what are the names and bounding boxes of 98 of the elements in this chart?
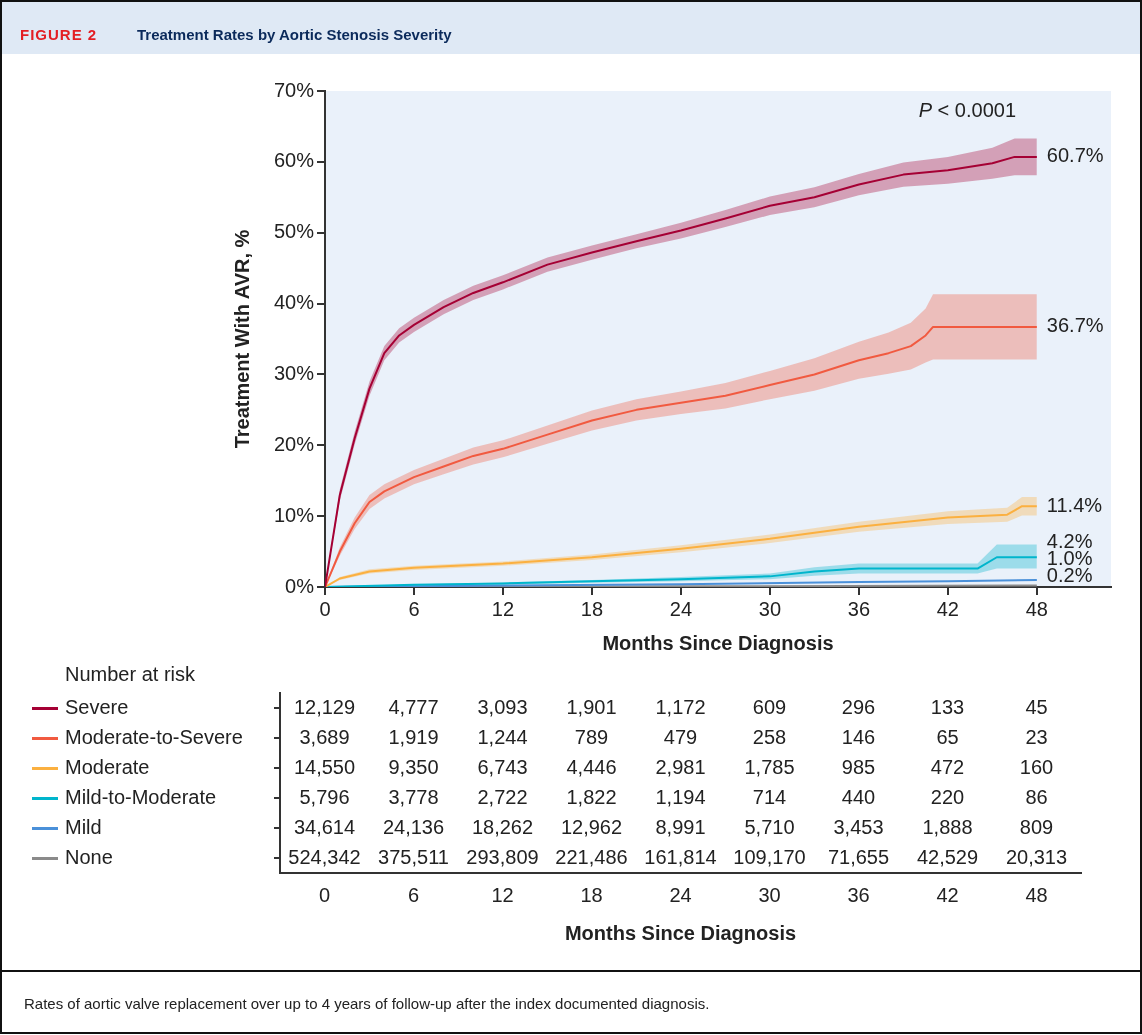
data-label: 4,777 <box>388 695 439 718</box>
data-label: 146 <box>841 725 876 748</box>
data-label: 34,614 <box>293 815 356 838</box>
chart-title: Number at risk <box>65 662 197 685</box>
annotation: P < 0.0001 <box>918 98 1016 121</box>
x-tick-label: 30 <box>758 883 781 906</box>
x-tick-label: 36 <box>847 883 870 906</box>
data-label: 5,796 <box>299 785 350 808</box>
data-label: 12,962 <box>560 815 623 838</box>
data-label: 524,342 <box>288 845 361 868</box>
data-label: 3,689 <box>299 725 350 748</box>
data-label: 789 <box>574 725 609 748</box>
x-tick-label: 42 <box>936 597 959 620</box>
data-label: 24,136 <box>382 815 445 838</box>
y-tick-label: Mild <box>65 815 102 838</box>
data-label: 1,888 <box>922 815 973 838</box>
data-label: 161,814 <box>644 845 717 868</box>
y-tick-label: Moderate <box>65 755 150 778</box>
x-tick-label: 6 <box>408 597 420 620</box>
data-label: 133 <box>930 695 965 718</box>
data-label: 1,172 <box>655 695 706 718</box>
data-label: 3,453 <box>833 815 884 838</box>
data-label: 1,919 <box>388 725 439 748</box>
y-tick-label: 50% <box>273 220 315 243</box>
y-tick-label: 60% <box>273 149 315 172</box>
data-label: 45 <box>1025 695 1048 718</box>
x-tick-label: 30 <box>758 597 782 620</box>
data-label: 609 <box>752 695 787 718</box>
data-label: 2,981 <box>655 755 706 778</box>
data-label: 1,901 <box>566 695 617 718</box>
chart-title: Treatment Rates by Aortic Stenosis Severity <box>137 26 452 43</box>
data-label: 1,244 <box>477 725 528 748</box>
data-label: 3,093 <box>477 695 528 718</box>
y-tick-label: 40% <box>273 291 315 314</box>
y-tick-label: 10% <box>273 503 315 526</box>
x-tick-label: 18 <box>580 597 604 620</box>
data-label: 258 <box>752 725 787 748</box>
data-label: 1,822 <box>566 785 617 808</box>
data-label: 1,194 <box>655 785 706 808</box>
data-label: 65 <box>936 725 959 748</box>
y-tick-label: Mild-to-Moderate <box>65 785 217 808</box>
data-label: 4,446 <box>566 755 617 778</box>
data-label: 479 <box>663 725 698 748</box>
data-label: 220 <box>930 785 965 808</box>
x-tick-label: 18 <box>580 883 603 906</box>
data-label: 109,170 <box>733 845 806 868</box>
x-tick-label: 36 <box>847 597 871 620</box>
data-label: 86 <box>1025 785 1048 808</box>
y-tick-label: 30% <box>273 361 315 384</box>
data-label: 293,809 <box>466 845 539 868</box>
data-label: 440 <box>841 785 876 808</box>
y-tick-label: 70% <box>273 78 315 101</box>
data-label: 472 <box>930 755 965 778</box>
data-label: 12,129 <box>293 695 356 718</box>
y-axis-title: Treatment With AVR, % <box>230 229 253 449</box>
data-label: 160 <box>1019 755 1054 778</box>
x-tick-label: 48 <box>1025 883 1048 906</box>
data-label: 809 <box>1019 815 1054 838</box>
data-label: 20,313 <box>1005 845 1068 868</box>
data-label: 9,350 <box>388 755 439 778</box>
x-axis-title: Months Since Diagnosis <box>564 921 797 944</box>
data-label: 14,550 <box>293 755 356 778</box>
data-label: 1,785 <box>744 755 795 778</box>
y-tick-label: 0% <box>285 574 315 597</box>
y-tick-label: Severe <box>65 695 129 718</box>
data-label: 18,262 <box>471 815 534 838</box>
data-label: 3,778 <box>388 785 439 808</box>
data-label: 11.4% <box>1046 493 1103 516</box>
x-tick-label: 12 <box>491 597 515 620</box>
data-label: 985 <box>841 755 876 778</box>
data-label: 60.7% <box>1046 144 1104 167</box>
data-label: 71,655 <box>827 845 890 868</box>
y-tick-label: 20% <box>273 432 315 455</box>
data-label: 714 <box>752 785 787 808</box>
x-tick-label: 6 <box>407 883 420 906</box>
x-tick-label: 24 <box>669 883 692 906</box>
data-label: 221,486 <box>555 845 628 868</box>
data-label: 23 <box>1025 725 1048 748</box>
data-label: 2,722 <box>477 785 528 808</box>
data-label: 42,529 <box>916 845 979 868</box>
data-label: 6,743 <box>477 755 528 778</box>
data-label: 36.7% <box>1046 314 1104 337</box>
x-tick-label: 0 <box>318 883 331 906</box>
text: Rates of aortic valve replacement over up to 4 years of follow-up after the index documented diagnosis. <box>24 995 710 1012</box>
x-tick-label: 12 <box>491 883 514 906</box>
x-tick-label: 48 <box>1025 597 1048 620</box>
y-tick-label: Moderate-to-Severe <box>65 725 243 748</box>
x-axis-title: Months Since Diagnosis <box>602 631 834 654</box>
data-label: 8,991 <box>655 815 706 838</box>
x-tick-label: 24 <box>669 597 693 620</box>
caption: FIGURE 2 <box>20 26 98 43</box>
data-label: 5,710 <box>744 815 795 838</box>
data-label: 4.2% <box>1046 529 1093 552</box>
x-tick-label: 42 <box>936 883 959 906</box>
data-label: 296 <box>841 695 876 718</box>
y-tick-label: None <box>65 845 113 868</box>
x-tick-label: 0 <box>319 597 331 620</box>
data-label: 375,511 <box>378 845 449 868</box>
